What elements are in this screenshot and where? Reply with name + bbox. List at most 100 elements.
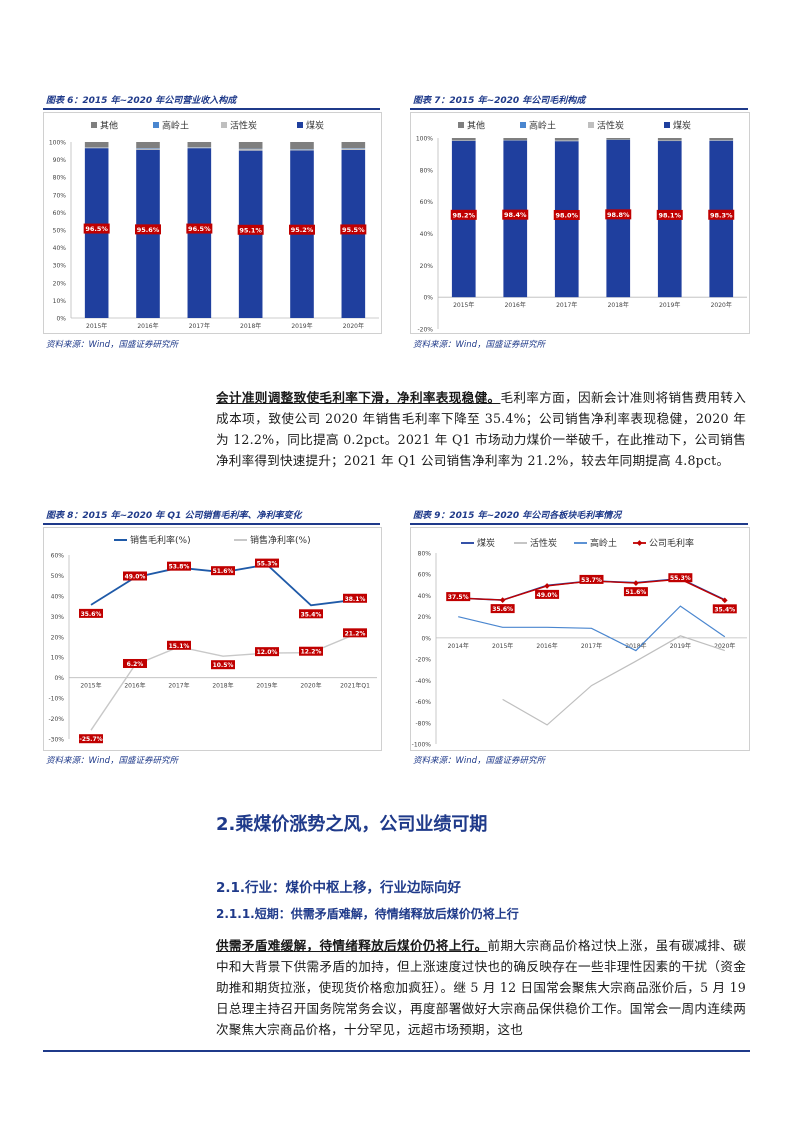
data-label-bg	[135, 224, 161, 235]
legend-swatch	[458, 122, 464, 128]
data-point	[499, 597, 506, 603]
x-tick-label: 2018年	[240, 322, 261, 330]
data-label-bg	[79, 734, 103, 744]
y-tick-label: 50%	[53, 228, 67, 235]
legend-swatch	[297, 122, 303, 128]
y-tick-label: 30%	[53, 263, 67, 270]
bar-活性炭	[554, 140, 579, 142]
legend-label: 其他	[100, 120, 118, 132]
y-tick-label: -80%	[415, 720, 431, 727]
figure-8-title: 图表 8：2015 年~2020 年 Q1 公司销售毛利率、净利率变化	[46, 511, 302, 521]
legend-label: 活性炭	[597, 120, 624, 132]
data-label: 98.2%	[452, 211, 475, 219]
legend-label: 销售毛利率(%)	[130, 534, 191, 546]
figure-9-chart: 煤炭 活性炭 高岭土 公司毛利率 -100% -80% -60% -40% -20% 0% 20% 4…	[410, 527, 750, 751]
y-tick-label: 100%	[416, 136, 433, 143]
data-point	[633, 580, 639, 586]
data-label: 98.8%	[607, 211, 630, 219]
data-label-bg	[123, 571, 147, 581]
data-label-bg	[708, 209, 735, 220]
bar-其他	[657, 138, 682, 141]
data-label: 10.5%	[213, 662, 234, 669]
x-tick-label: 2016年	[124, 682, 145, 690]
data-label: 6.2%	[127, 661, 144, 668]
figure-7-chart: 其他 高岭土 活性炭 煤炭 -20% 0% 20% 40% 60% 80% 100% 2015年 98.…	[410, 112, 750, 334]
bar-其他	[290, 142, 314, 150]
data-label-bg	[255, 558, 279, 568]
figure-8-chart: 销售毛利率(%) 销售净利率(%) -30% -20% -10% 0% 10% 20% 30% 4…	[43, 527, 382, 751]
x-tick-label: 2021年Q1	[340, 682, 370, 690]
bar-其他	[84, 142, 109, 148]
figure-6-chart: 其他 高岭土 活性炭 煤炭 0% 10% 20% 30% 40% 50% 60% 70% 80% 90% 1…	[43, 112, 382, 334]
y-tick-label: -20%	[48, 716, 64, 723]
data-label: 35.6%	[492, 606, 513, 613]
section-heading-1: 2.乘煤价涨势之风，公司业绩可期	[216, 814, 488, 835]
data-label-bg	[186, 223, 213, 234]
data-label-bg	[553, 209, 580, 220]
data-label-bg	[668, 573, 693, 583]
x-tick-label: 2019年	[670, 642, 691, 650]
data-label: 95.6%	[137, 226, 160, 234]
paragraph-supply-demand: 供需矛盾难缓解，待情绪释放后煤价仍将上行。前期大宗商品价格过快上涨，虽有碳减排、…	[216, 935, 746, 1040]
paragraph-lead: 供需矛盾难缓解，待情绪释放后煤价仍将上行。	[216, 938, 488, 953]
data-label-bg	[299, 609, 323, 619]
data-label: 96.5%	[85, 225, 108, 233]
y-tick-label: -20%	[415, 657, 431, 664]
legend-label: 公司毛利率	[649, 537, 694, 549]
data-label-bg	[340, 224, 367, 235]
y-tick-label: 10%	[51, 655, 65, 662]
y-tick-label: 0%	[423, 295, 433, 302]
x-tick-label: 2015年	[80, 682, 101, 690]
data-label: 35.4%	[714, 606, 735, 613]
data-label: 95.5%	[342, 226, 365, 234]
data-label-bg	[255, 647, 279, 657]
paragraph-margins: 会计准则调整致使毛利率下滑，净利率表现稳健。毛利率方面，因新会计准则将销售费用转…	[216, 387, 746, 471]
series-line-高岭土	[458, 605, 726, 652]
figure-9-rule	[410, 523, 748, 525]
y-tick-label: -60%	[415, 699, 431, 706]
paragraph-body: 前期大宗商品价格过快上涨，虽有碳减排、碳中和大背景下供需矛盾的加持，但上涨速度过…	[216, 938, 747, 1037]
bar-其他	[606, 138, 631, 140]
bar-高岭土	[136, 148, 160, 149]
data-point	[721, 597, 728, 604]
data-label: 55.3%	[257, 561, 278, 568]
x-tick-label: 2018年	[212, 682, 233, 690]
data-label: 98.3%	[710, 211, 733, 219]
bar-其他	[341, 142, 366, 148]
y-tick-label: 0%	[54, 675, 64, 682]
data-label-bg	[446, 592, 471, 602]
x-tick-label: 2016年	[505, 301, 526, 309]
y-tick-label: 0%	[421, 635, 431, 642]
x-tick-label: 2019年	[256, 682, 277, 690]
section-heading-3: 2.1.1.短期：供需矛盾难解，待情绪释放后煤价仍将上行	[216, 907, 519, 921]
y-tick-label: 20%	[51, 634, 65, 641]
bar-其他	[554, 138, 579, 141]
data-label-bg	[490, 604, 515, 614]
data-label: 12.2%	[301, 649, 322, 656]
x-tick-label: 2020年	[300, 682, 321, 690]
x-tick-label: 2017年	[168, 682, 189, 690]
paragraph-lead: 会计准则调整致使毛利率下滑，净利率表现稳健。	[216, 390, 501, 405]
x-tick-label: 2014年	[448, 642, 469, 650]
bar-活性炭	[84, 147, 109, 149]
bar-其他	[503, 138, 528, 141]
data-label: 49.0%	[125, 573, 146, 580]
y-tick-label: 40%	[418, 593, 432, 600]
data-label-bg	[79, 608, 103, 618]
data-label-bg	[123, 658, 147, 668]
y-tick-label: 60%	[418, 572, 432, 579]
y-tick-label: 0%	[56, 316, 66, 323]
x-tick-label: 2015年	[492, 642, 513, 650]
data-label: 21.2%	[345, 630, 366, 637]
data-label: 51.6%	[626, 589, 647, 596]
x-tick-label: 2018年	[608, 301, 629, 309]
figure-8-rule	[43, 523, 380, 525]
data-label-bg	[579, 574, 604, 584]
data-label-bg	[450, 209, 477, 220]
series-line-活性炭	[502, 635, 725, 726]
bar-活性炭	[341, 148, 366, 150]
data-label-bg	[167, 561, 191, 571]
data-label-bg	[712, 604, 737, 614]
data-label: 95.2%	[291, 226, 314, 234]
figure-6-rule	[43, 108, 380, 110]
